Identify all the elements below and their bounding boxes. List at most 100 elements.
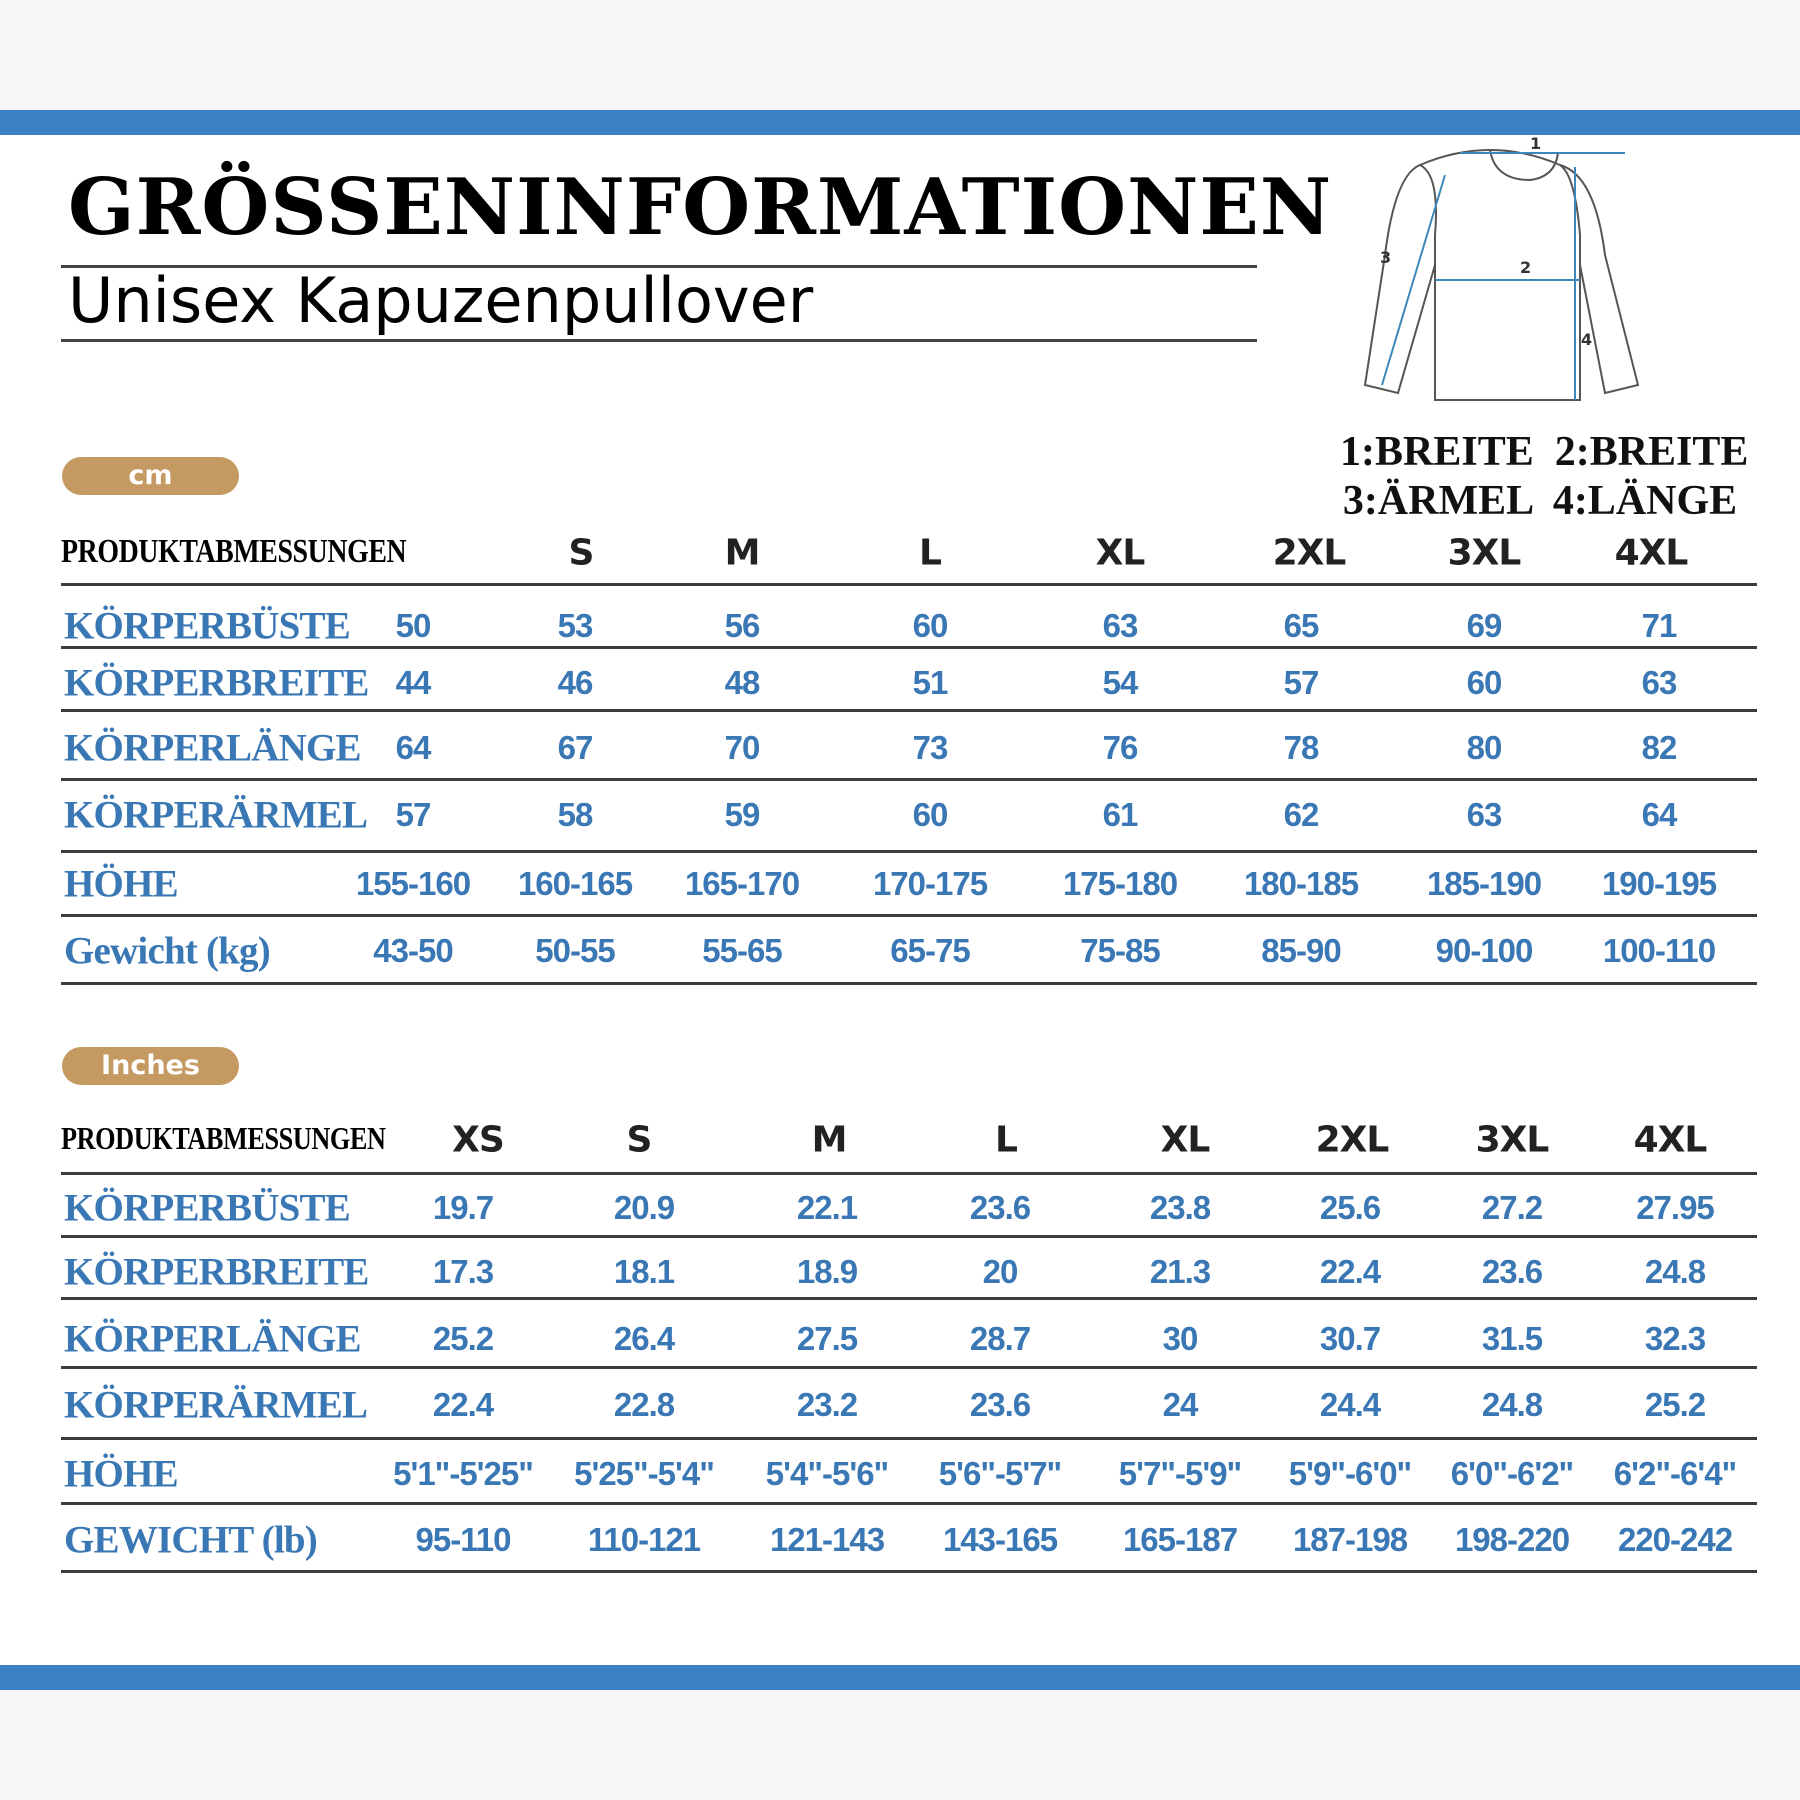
table-cell: 20 bbox=[982, 1253, 1019, 1290]
table-cell: 25.2 bbox=[432, 1320, 494, 1357]
table-cell: 63 bbox=[1466, 796, 1503, 833]
table-cell: 121-143 bbox=[769, 1521, 885, 1558]
table-cell: 63 bbox=[1641, 664, 1678, 701]
page-subtitle: Unisex Kapuzenpullover bbox=[68, 264, 814, 337]
row-divider bbox=[61, 709, 1757, 712]
row-label: KÖRPERBREITE bbox=[64, 661, 369, 705]
table-cell: 85-90 bbox=[1261, 932, 1341, 969]
size-header-3xl: 3XL bbox=[1475, 1119, 1550, 1161]
row-divider bbox=[61, 1366, 1757, 1369]
row-divider bbox=[61, 583, 1757, 586]
size-header-3xl: 3XL bbox=[1447, 532, 1522, 574]
table-cell: 18.9 bbox=[796, 1253, 858, 1290]
table-cell: 24 bbox=[1162, 1386, 1199, 1423]
row-divider bbox=[61, 1172, 1757, 1175]
table-cell: 5'6"-5'7" bbox=[938, 1455, 1062, 1492]
table-cell: 69 bbox=[1466, 607, 1503, 644]
row-divider bbox=[61, 1297, 1757, 1300]
table-cell: 59 bbox=[724, 796, 761, 833]
table-cell: 76 bbox=[1102, 729, 1139, 766]
diagram-label-3: 3 bbox=[1380, 248, 1391, 267]
table-cell: 70 bbox=[724, 729, 761, 766]
table-cell: 54 bbox=[1102, 664, 1139, 701]
content-background bbox=[0, 135, 1800, 1665]
table-cell: 17.3 bbox=[432, 1253, 494, 1290]
table-cell: 64 bbox=[395, 729, 432, 766]
row-label: KÖRPERLÄNGE bbox=[64, 726, 362, 770]
row-divider bbox=[61, 778, 1757, 781]
size-header-2xl: 2XL bbox=[1315, 1119, 1390, 1161]
table-cell: 48 bbox=[724, 664, 761, 701]
table-cell: 22.8 bbox=[613, 1386, 675, 1423]
table-cell: 110-121 bbox=[587, 1521, 701, 1558]
table-cell: 198-220 bbox=[1454, 1521, 1570, 1558]
row-label: KÖRPERBÜSTE bbox=[64, 1186, 351, 1230]
table-cell: 56 bbox=[724, 607, 761, 644]
table-cell: 24.8 bbox=[1644, 1253, 1706, 1290]
table-cell: 23.6 bbox=[969, 1386, 1031, 1423]
table-cell: 155-160 bbox=[355, 865, 471, 902]
table-cell: 64 bbox=[1641, 796, 1678, 833]
size-header-2xl: 2XL bbox=[1272, 532, 1347, 574]
row-label: HÖHE bbox=[64, 862, 179, 906]
top-accent-bar bbox=[0, 110, 1800, 135]
table-cell: 63 bbox=[1102, 607, 1139, 644]
table-cell: 220-242 bbox=[1617, 1521, 1733, 1558]
table-cell: 57 bbox=[395, 796, 432, 833]
table-cell: 46 bbox=[557, 664, 594, 701]
table-cell: 25.6 bbox=[1319, 1189, 1381, 1226]
page-title: GRÖSSENINFORMATIONEN bbox=[68, 162, 1333, 253]
table-cell: 190-195 bbox=[1601, 865, 1717, 902]
table-cell: 82 bbox=[1641, 729, 1678, 766]
table-cell: 27.5 bbox=[796, 1320, 858, 1357]
table-cell: 61 bbox=[1102, 796, 1139, 833]
row-divider bbox=[61, 1235, 1757, 1238]
table-cell: 143-165 bbox=[942, 1521, 1058, 1558]
size-header-s: S bbox=[568, 532, 595, 574]
table-cell: 22.4 bbox=[432, 1386, 494, 1423]
size-header-l: L bbox=[919, 532, 942, 574]
table-cell: 71 bbox=[1641, 607, 1678, 644]
table-cell: 20.9 bbox=[613, 1189, 675, 1226]
size-header-m: M bbox=[724, 532, 761, 574]
table-cell: 165-187 bbox=[1122, 1521, 1238, 1558]
row-label: KÖRPERÄRMEL bbox=[64, 1383, 368, 1427]
row-label: KÖRPERBÜSTE bbox=[64, 604, 351, 648]
table-cell: 22.1 bbox=[796, 1189, 858, 1226]
table-cell: 6'2"-6'4" bbox=[1613, 1455, 1737, 1492]
table-cell: 65-75 bbox=[890, 932, 970, 969]
table-cell: 170-175 bbox=[872, 865, 988, 902]
row-label: GEWICHT (lb) bbox=[64, 1518, 318, 1562]
table-cell: 21.3 bbox=[1149, 1253, 1211, 1290]
table-cell: 50 bbox=[395, 607, 432, 644]
table-cell: 30 bbox=[1162, 1320, 1199, 1357]
row-label: KÖRPERÄRMEL bbox=[64, 793, 368, 837]
table-cell: 60 bbox=[1466, 664, 1503, 701]
size-header-xs: XS bbox=[452, 1119, 505, 1161]
table-cell: 100-110 bbox=[1602, 932, 1716, 969]
table-cell: 23.6 bbox=[969, 1189, 1031, 1226]
size-header-s: S bbox=[626, 1119, 653, 1161]
table-cell: 175-180 bbox=[1062, 865, 1178, 902]
row-divider bbox=[61, 1502, 1757, 1505]
size-header-4xl: 4XL bbox=[1633, 1119, 1708, 1161]
table-cell: 165-170 bbox=[684, 865, 800, 902]
table-cell: 80 bbox=[1466, 729, 1503, 766]
size-header-xl: XL bbox=[1160, 1119, 1211, 1161]
row-label: KÖRPERLÄNGE bbox=[64, 1317, 362, 1361]
table-cell: 53 bbox=[557, 607, 594, 644]
table-cell: 5'4"-5'6" bbox=[765, 1455, 889, 1492]
table-cell: 187-198 bbox=[1292, 1521, 1408, 1558]
diagram-label-4: 4 bbox=[1581, 330, 1592, 349]
table-cell: 44 bbox=[395, 664, 432, 701]
diagram-label-2: 2 bbox=[1520, 258, 1531, 277]
row-divider bbox=[61, 646, 1757, 649]
table-cell: 75-85 bbox=[1080, 932, 1160, 969]
table-cell: 50-55 bbox=[535, 932, 615, 969]
table-cell: 58 bbox=[557, 796, 594, 833]
diagram-label-1: 1 bbox=[1530, 135, 1541, 153]
table-cell: 23.2 bbox=[796, 1386, 858, 1423]
table-cell: 65 bbox=[1283, 607, 1320, 644]
table-cell: 51 bbox=[912, 664, 949, 701]
table-cell: 27.2 bbox=[1481, 1189, 1543, 1226]
